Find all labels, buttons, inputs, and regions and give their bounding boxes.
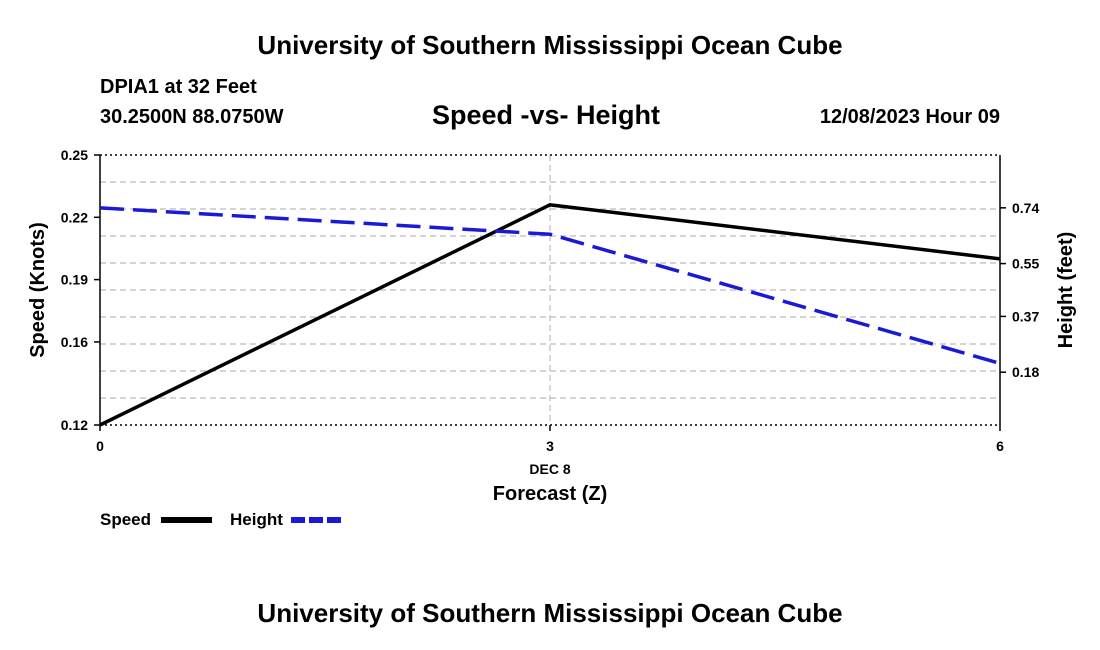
x-tick-label: 6 [996, 438, 1004, 454]
y-tick-label: 0.25 [61, 147, 88, 163]
chart-title: Speed -vs- Height [432, 100, 661, 130]
forecast-datetime: 12/08/2023 Hour 09 [819, 106, 1000, 128]
series-line-height [99, 206, 1001, 366]
legend-height-label: Height [230, 510, 283, 529]
x-tick-label: 0 [96, 438, 104, 454]
y2-tick-label: 0.18 [1012, 364, 1039, 380]
y2-tick-label: 0.74 [1012, 200, 1039, 216]
y2-tick-label: 0.37 [1012, 308, 1039, 324]
series-line-speed [99, 203, 1001, 427]
x-tick-label: 3 [546, 438, 554, 454]
station-coordinates: 30.2500N 88.0750W [100, 106, 284, 128]
x-date-label: DEC 8 [529, 461, 570, 477]
y-tick-label: 0.19 [61, 272, 88, 288]
y-tick-label: 0.16 [61, 334, 88, 350]
grid [100, 155, 1000, 425]
y-tick-label: 0.22 [61, 209, 88, 225]
page-title: University of Southern Mississippi Ocean… [257, 30, 843, 60]
legend-speed-label: Speed [100, 510, 151, 529]
y-tick-label: 0.12 [61, 417, 88, 433]
station-label: DPIA1 at 32 Feet [100, 76, 257, 98]
plot-frame [99, 154, 1001, 426]
y2-tick-label: 0.55 [1012, 256, 1039, 272]
axis-ticks: 0.12 0.16 0.19 0.22 0.25 0.18 0.37 0.55 0.74 0 3 6 [61, 147, 1040, 454]
footer-title: University of Southern Mississippi Ocean… [257, 598, 843, 628]
series [99, 203, 1001, 427]
y2-axis-label: Height (feet) [1055, 232, 1077, 349]
y-axis-label: Speed (Knots) [27, 222, 49, 358]
x-axis-label: Forecast (Z) [493, 483, 607, 505]
legend: Speed Height [100, 510, 343, 529]
